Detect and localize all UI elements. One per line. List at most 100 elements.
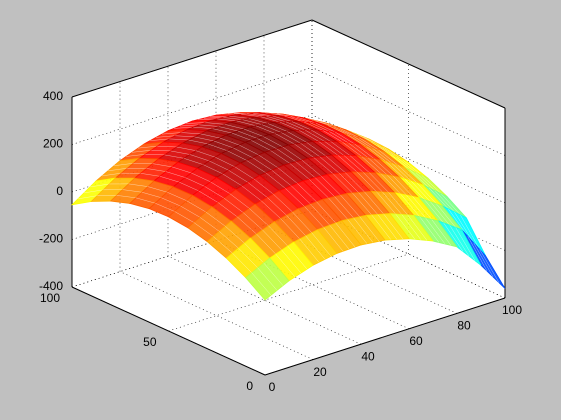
mesh-hatch	[407, 214, 428, 241]
mesh-hatch	[266, 116, 286, 123]
mesh-hatch	[227, 150, 247, 161]
mesh-hatch	[324, 141, 344, 156]
mesh-hatch	[294, 143, 314, 158]
mesh-hatch	[171, 166, 192, 174]
mesh-hatch	[334, 196, 354, 219]
mesh-hatch	[229, 115, 249, 119]
mesh-hatch	[248, 118, 268, 124]
mesh-hatch	[315, 122, 336, 133]
mesh-hatch	[359, 137, 379, 151]
x-tick-label: 40	[361, 349, 375, 363]
mesh-hatch	[305, 235, 326, 260]
mesh-hatch	[325, 155, 346, 173]
mesh-hatch	[167, 191, 187, 201]
mesh-hatch	[371, 141, 391, 155]
mesh-hatch	[286, 214, 306, 236]
mesh-hatch	[361, 156, 382, 174]
mesh-hatch	[473, 242, 494, 278]
mesh-hatch	[247, 113, 267, 117]
mesh-hatch	[305, 129, 325, 142]
mesh-hatch	[377, 214, 398, 240]
mesh-hatch	[218, 231, 239, 249]
mesh-hatch	[290, 116, 310, 123]
mesh-hatch	[272, 115, 292, 122]
mesh-hatch	[212, 128, 232, 134]
mesh-hatch	[395, 213, 416, 240]
mesh-hatch	[434, 190, 455, 213]
mesh-hatch	[421, 175, 442, 194]
mesh-hatch	[257, 138, 277, 149]
mesh-hatch	[247, 182, 268, 198]
mesh-hatch	[276, 148, 296, 162]
mesh-hatch	[147, 186, 168, 193]
mesh-hatch	[265, 172, 286, 189]
mesh-hatch	[137, 145, 158, 149]
mesh-hatch	[183, 158, 204, 165]
mesh-hatch	[170, 150, 190, 155]
mesh-hatch	[253, 112, 273, 117]
mesh-hatch	[157, 145, 177, 148]
mesh-hatch	[165, 171, 186, 178]
mesh-hatch	[194, 136, 214, 142]
mesh-hatch	[252, 157, 272, 171]
axis-line	[71, 286, 266, 376]
mesh-hatch	[257, 267, 278, 291]
mesh-hatch	[223, 197, 244, 213]
mesh-hatch	[248, 208, 269, 226]
mesh-hatch	[328, 197, 348, 220]
mesh-hatch	[185, 177, 205, 187]
mesh-hatch	[377, 144, 397, 158]
mesh-hatch	[479, 249, 500, 283]
y-tick-label: 100	[40, 291, 60, 305]
mesh-hatch	[337, 155, 358, 173]
mesh-hatch	[255, 125, 276, 134]
mesh-hatch	[237, 130, 258, 139]
mesh-hatch	[327, 125, 348, 135]
mesh-hatch	[352, 192, 372, 216]
mesh-hatch	[428, 187, 449, 210]
mesh-hatch	[224, 124, 244, 130]
mesh-hatch	[284, 115, 304, 123]
mesh-hatch	[258, 154, 278, 168]
mesh-hatch	[310, 203, 330, 226]
mesh-hatch	[205, 211, 226, 227]
mesh-hatch	[416, 182, 437, 204]
mesh-hatch	[197, 118, 218, 120]
mesh-hatch	[313, 157, 334, 175]
mesh-hatch	[347, 219, 368, 244]
mesh-hatch	[116, 195, 136, 199]
mesh-hatch	[161, 197, 181, 207]
mesh-hatch	[448, 208, 468, 237]
mesh-hatch	[335, 222, 356, 248]
mesh-hatch	[199, 124, 219, 127]
mesh-hatch	[238, 247, 258, 268]
mesh-hatch	[77, 195, 98, 200]
mesh-hatch	[149, 138, 170, 141]
mesh-hatch	[164, 154, 184, 159]
mesh-hatch	[383, 146, 403, 160]
mesh-hatch	[335, 131, 355, 145]
mesh-hatch	[392, 175, 413, 197]
mesh-hatch	[131, 149, 152, 153]
mesh-hatch	[161, 132, 182, 135]
mesh-hatch	[383, 213, 404, 240]
mesh-hatch	[189, 154, 210, 162]
mesh-hatch	[358, 192, 378, 215]
mesh-hatch	[212, 236, 233, 254]
mesh-hatch	[241, 113, 261, 117]
mesh-hatch	[146, 168, 166, 172]
mesh-hatch	[267, 123, 288, 132]
mesh-hatch	[329, 224, 350, 250]
mesh-hatch	[195, 150, 216, 158]
mesh-hatch	[185, 122, 206, 124]
mesh-hatch	[323, 130, 343, 143]
mesh-hatch	[279, 121, 300, 131]
z-tick-label: -200	[39, 232, 63, 246]
mesh-hatch	[285, 121, 306, 131]
mesh-hatch	[122, 189, 142, 193]
mesh-hatch	[218, 126, 238, 132]
x-tick-label: 80	[457, 319, 471, 333]
mesh-hatch	[261, 124, 282, 133]
mesh-hatch	[306, 142, 326, 157]
mesh-hatch	[174, 211, 194, 223]
